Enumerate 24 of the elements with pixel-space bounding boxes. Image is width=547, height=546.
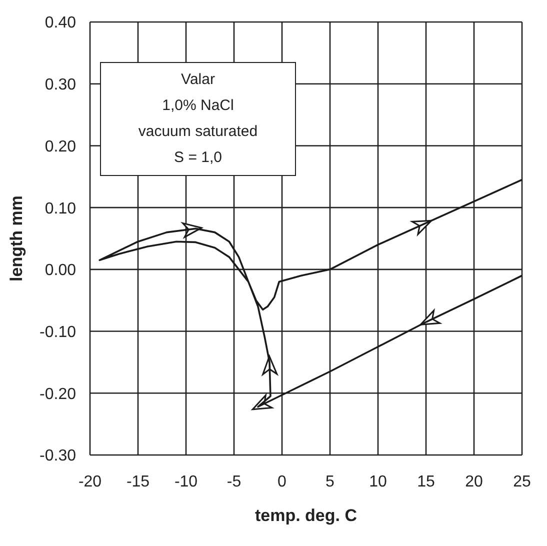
x-tick-label: 0 [278, 473, 287, 490]
annotation: vacuum saturated [137, 122, 259, 142]
x-tick-label: -20 [78, 473, 102, 490]
x-tick-label: -15 [126, 473, 150, 490]
x-tick-label: -5 [226, 473, 242, 490]
annotation: 1,0% NaCl [161, 96, 235, 116]
x-tick-label: 15 [417, 473, 435, 490]
y-tick-label: -0.30 [40, 448, 76, 465]
x-tick-label: -10 [174, 473, 198, 490]
x-axis-title: temp. deg. C [254, 506, 358, 525]
y-tick-label: -0.10 [40, 324, 76, 341]
y-tick-label: 0.20 [44, 138, 76, 156]
x-tick-label: 25 [513, 473, 531, 490]
annotation: S = 1,0 [173, 148, 223, 168]
y-axis-title: length mm [7, 196, 26, 282]
y-tick-label: 0.00 [44, 262, 76, 280]
x-tick-label: 20 [465, 473, 483, 490]
annotation: Valar [180, 70, 216, 90]
y-tick-label: 0.30 [44, 76, 76, 94]
y-tick-label: 0.10 [44, 200, 76, 218]
y-tick-label: -0.20 [40, 386, 76, 403]
x-tick-label: 5 [326, 473, 335, 490]
x-tick-label: 10 [369, 473, 387, 490]
y-tick-label: 0.40 [44, 14, 76, 32]
